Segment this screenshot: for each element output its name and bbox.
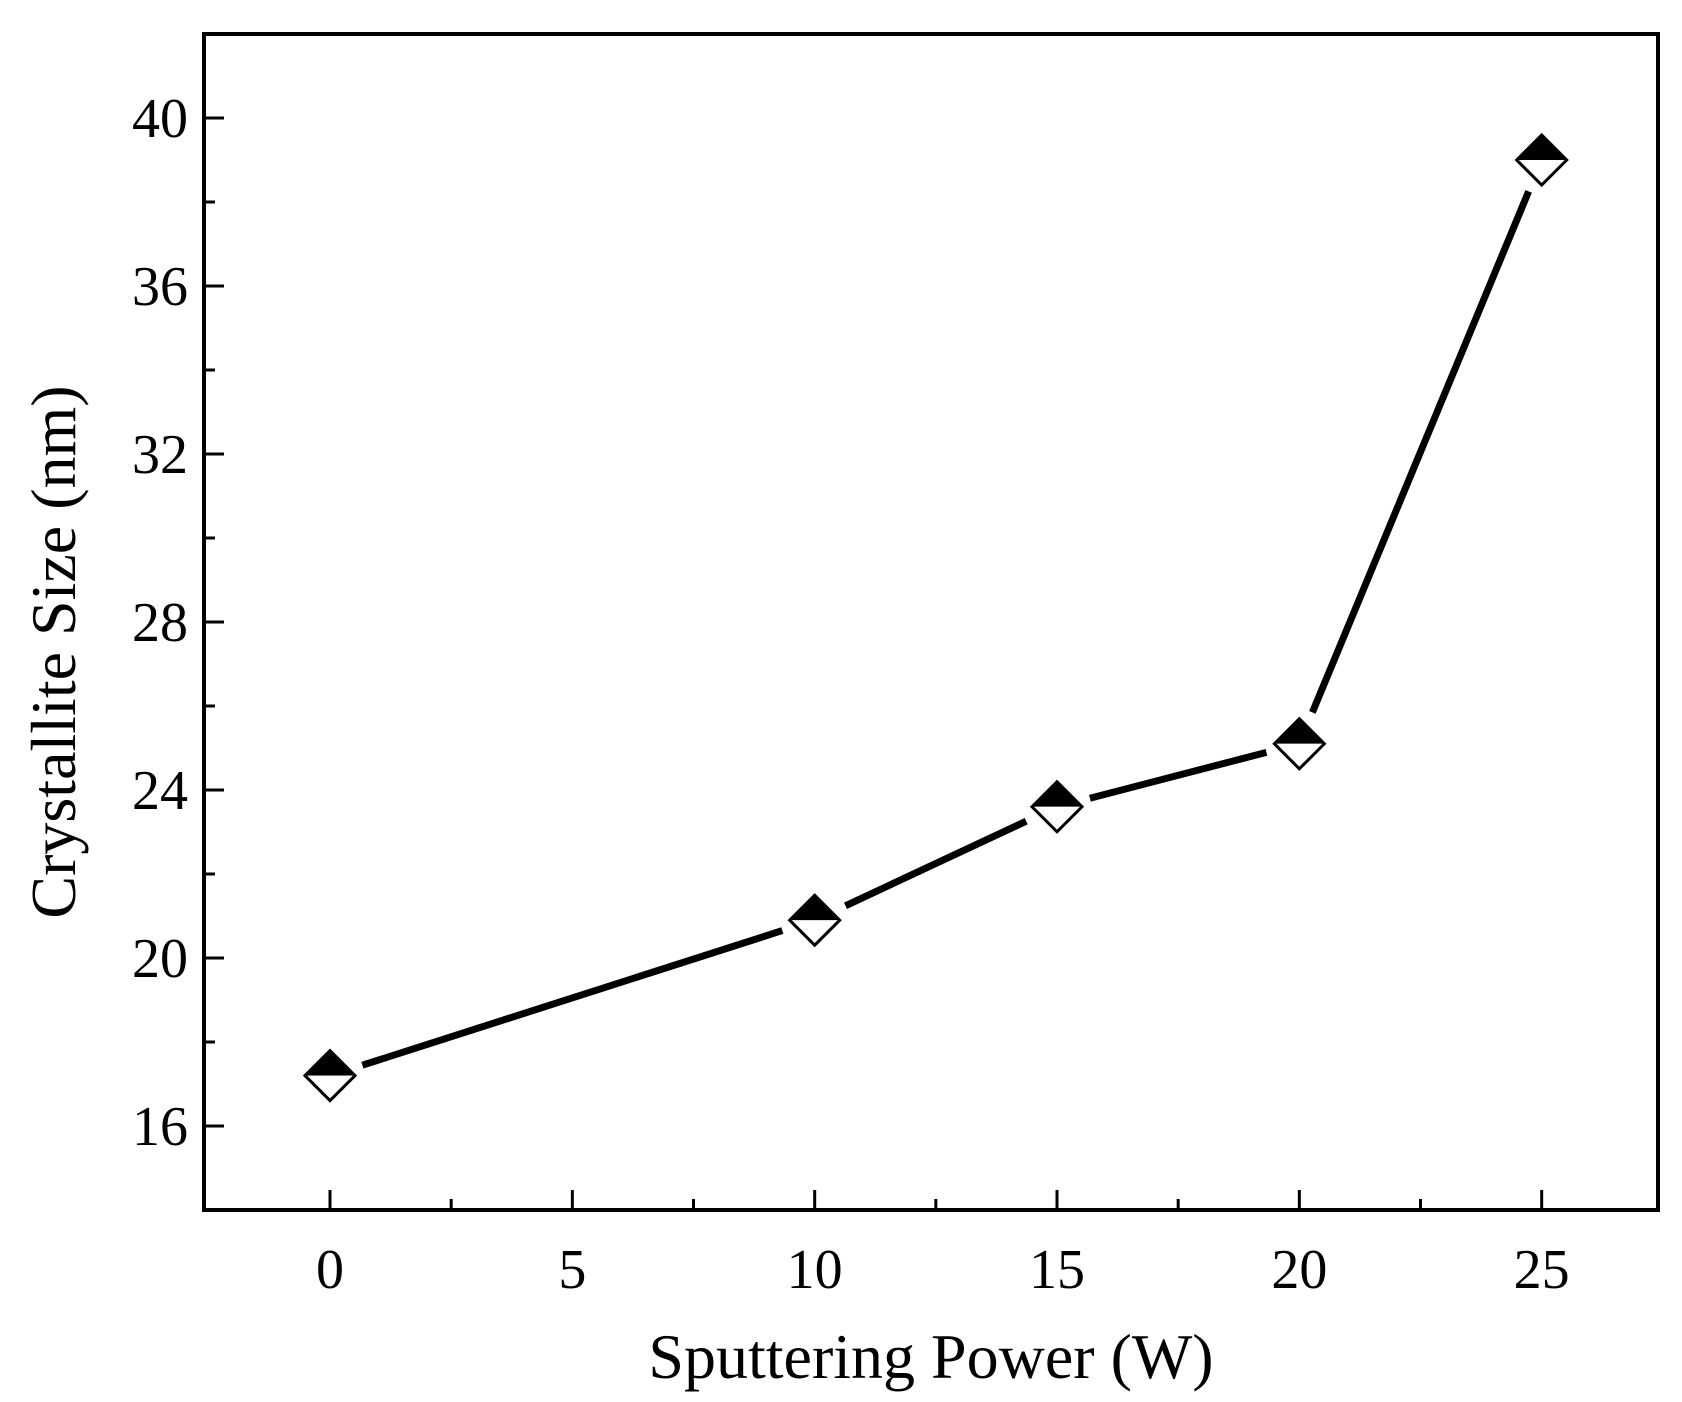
- marker-outline: [1514, 132, 1569, 188]
- y-axis-title: Crystallite Size (nm): [18, 385, 89, 918]
- y-tick-label: 32: [132, 424, 188, 486]
- y-tick-label: 28: [132, 592, 188, 654]
- x-tick-label: 0: [316, 1239, 344, 1301]
- x-axis-title: Sputtering Power (W): [648, 1321, 1213, 1392]
- marker-bottom-half: [1274, 743, 1325, 769]
- y-tick-label: 24: [132, 760, 188, 822]
- marker-top-half: [789, 895, 840, 921]
- x-axis-ticks: 0 5 10 15 20 25: [316, 1190, 1570, 1301]
- marker-bottom-half: [1032, 806, 1083, 832]
- marker-bottom-half: [789, 920, 840, 946]
- marker-outline: [302, 1048, 358, 1103]
- marker-top-half: [305, 1050, 356, 1076]
- marker-top-half: [1032, 781, 1083, 807]
- series-line-segment: [361, 927, 784, 1069]
- series-line-segment: [843, 818, 1028, 909]
- marker-outline: [787, 893, 842, 948]
- series-line-segment: [1089, 748, 1268, 802]
- marker-outline: [1272, 716, 1327, 771]
- series-line-segment: [1309, 190, 1532, 714]
- marker-outline: [1029, 779, 1085, 834]
- marker-layer: [302, 132, 1569, 1103]
- x-tick-label: 20: [1271, 1239, 1327, 1301]
- y-tick-label: 20: [132, 928, 188, 990]
- series-layer: [361, 190, 1532, 1069]
- x-tick-label: 5: [558, 1239, 586, 1301]
- y-tick-label: 16: [132, 1096, 188, 1158]
- x-tick-label: 10: [787, 1239, 843, 1301]
- data-point-marker: [1272, 716, 1327, 771]
- marker-bottom-half: [305, 1075, 356, 1101]
- marker-bottom-half: [1516, 160, 1567, 185]
- y-tick-label: 40: [132, 88, 188, 150]
- data-point-marker: [1029, 779, 1085, 834]
- marker-top-half: [1274, 718, 1325, 744]
- data-point-marker: [302, 1048, 358, 1103]
- x-tick-label: 25: [1514, 1239, 1570, 1301]
- x-tick-label: 15: [1029, 1239, 1085, 1301]
- y-tick-label: 36: [132, 256, 188, 318]
- data-point-marker: [787, 893, 842, 948]
- data-point-marker: [1514, 132, 1569, 188]
- y-axis-ticks: 16 20 24 28 32 36 40: [132, 88, 224, 1158]
- marker-top-half: [1516, 135, 1567, 160]
- plot-frame: [202, 32, 1660, 1212]
